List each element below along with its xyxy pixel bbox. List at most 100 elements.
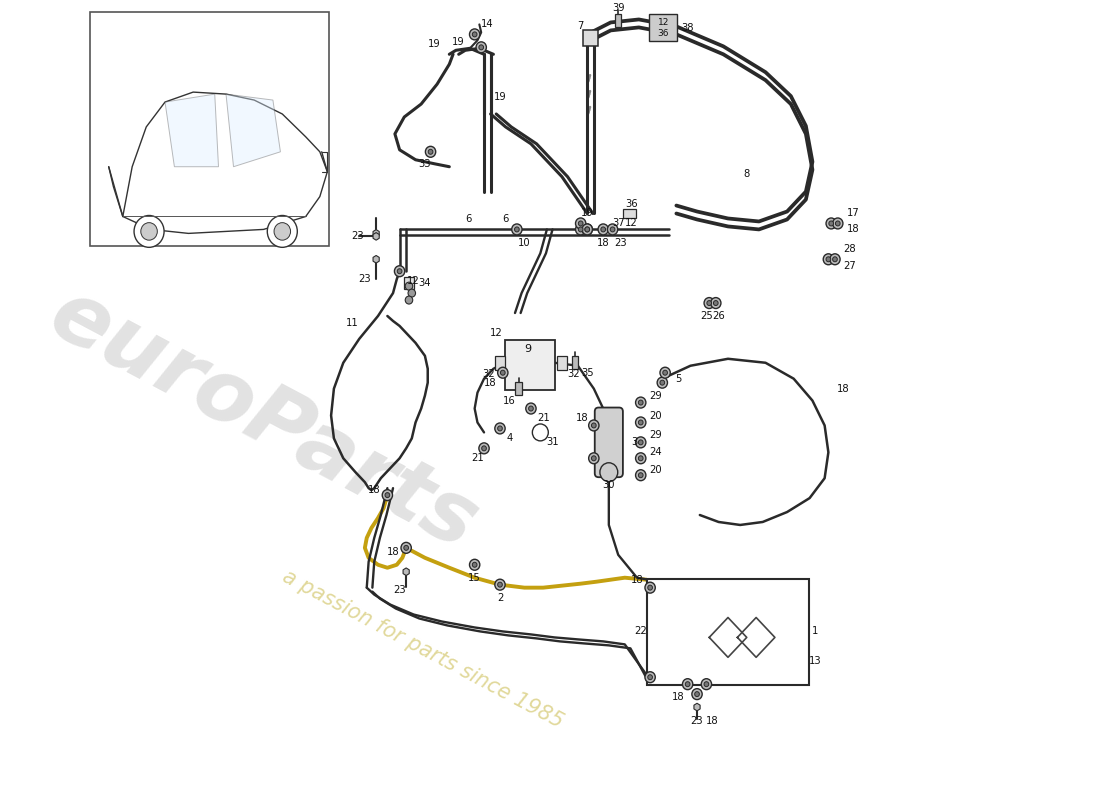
Circle shape [397, 269, 401, 274]
Circle shape [660, 380, 664, 385]
Text: 32: 32 [483, 369, 495, 378]
Bar [615, 14, 622, 27]
Circle shape [382, 490, 393, 501]
Circle shape [532, 424, 548, 441]
FancyBboxPatch shape [647, 578, 808, 685]
Circle shape [823, 254, 834, 265]
Circle shape [638, 440, 644, 445]
Circle shape [395, 266, 405, 277]
Text: 22: 22 [635, 626, 647, 637]
Circle shape [829, 254, 840, 265]
Circle shape [707, 301, 712, 306]
Text: 25: 25 [700, 311, 713, 321]
Text: 18: 18 [837, 384, 849, 394]
Text: 36: 36 [625, 198, 638, 209]
Circle shape [638, 473, 644, 478]
Text: 20: 20 [649, 466, 662, 475]
FancyBboxPatch shape [505, 340, 556, 390]
Text: 1: 1 [812, 626, 818, 637]
Polygon shape [226, 94, 280, 166]
Circle shape [426, 146, 436, 158]
Circle shape [648, 674, 652, 680]
Text: 27: 27 [844, 262, 856, 271]
Circle shape [714, 301, 718, 306]
FancyBboxPatch shape [583, 30, 597, 46]
Circle shape [402, 542, 411, 554]
Text: 11: 11 [346, 318, 359, 328]
Text: 9: 9 [525, 344, 531, 354]
Text: 19: 19 [494, 92, 506, 102]
Circle shape [636, 417, 646, 428]
Circle shape [495, 423, 505, 434]
Circle shape [701, 678, 712, 690]
Circle shape [598, 224, 608, 235]
Circle shape [500, 370, 505, 375]
Circle shape [645, 672, 656, 682]
Text: 19: 19 [452, 38, 465, 47]
Text: 12: 12 [625, 218, 638, 229]
Text: 33: 33 [419, 158, 431, 169]
Circle shape [638, 400, 644, 405]
Text: 34: 34 [419, 278, 431, 288]
Text: 5: 5 [675, 374, 681, 384]
Circle shape [645, 582, 656, 593]
Text: 6: 6 [465, 214, 471, 225]
Text: 18: 18 [597, 238, 609, 248]
Text: 13: 13 [808, 656, 822, 666]
Circle shape [682, 678, 693, 690]
Circle shape [648, 585, 652, 590]
Circle shape [478, 443, 490, 454]
Circle shape [267, 215, 297, 247]
Text: 18: 18 [847, 225, 859, 234]
Text: 30: 30 [603, 480, 615, 490]
Text: 7: 7 [578, 22, 584, 31]
Circle shape [497, 426, 503, 431]
Circle shape [826, 257, 830, 262]
Circle shape [657, 377, 668, 388]
Circle shape [582, 224, 593, 235]
Text: 12: 12 [407, 276, 420, 286]
Text: 2: 2 [497, 593, 503, 602]
Circle shape [141, 222, 157, 240]
Text: 18: 18 [367, 485, 381, 495]
Text: 32: 32 [566, 369, 580, 378]
Circle shape [472, 562, 477, 567]
Circle shape [833, 257, 837, 262]
Circle shape [495, 579, 505, 590]
Circle shape [472, 32, 477, 37]
Text: 23: 23 [351, 231, 364, 242]
Circle shape [470, 29, 480, 40]
Text: 6: 6 [503, 214, 509, 225]
Circle shape [579, 227, 583, 232]
Circle shape [663, 370, 668, 375]
Circle shape [476, 42, 486, 53]
Circle shape [575, 218, 586, 229]
Text: 23: 23 [359, 274, 371, 284]
Text: 12: 12 [490, 328, 503, 338]
Circle shape [636, 470, 646, 481]
Text: 31: 31 [547, 438, 559, 447]
Circle shape [405, 282, 412, 290]
Polygon shape [165, 94, 219, 166]
Circle shape [636, 453, 646, 464]
Text: 29: 29 [649, 430, 662, 441]
Circle shape [636, 397, 646, 408]
Circle shape [826, 218, 836, 229]
Circle shape [601, 227, 605, 232]
Text: 18: 18 [630, 574, 644, 585]
Circle shape [685, 682, 690, 686]
Text: 8: 8 [744, 169, 750, 178]
Text: 37: 37 [612, 218, 625, 229]
Circle shape [660, 367, 670, 378]
Text: 29: 29 [649, 390, 662, 401]
Text: 24: 24 [649, 447, 662, 458]
Circle shape [704, 298, 714, 309]
Circle shape [585, 227, 590, 232]
FancyBboxPatch shape [649, 14, 678, 42]
Circle shape [636, 437, 646, 448]
Circle shape [405, 296, 412, 304]
Text: 3: 3 [631, 438, 637, 447]
Circle shape [588, 453, 600, 464]
Circle shape [408, 289, 416, 297]
Text: 23: 23 [691, 716, 703, 726]
